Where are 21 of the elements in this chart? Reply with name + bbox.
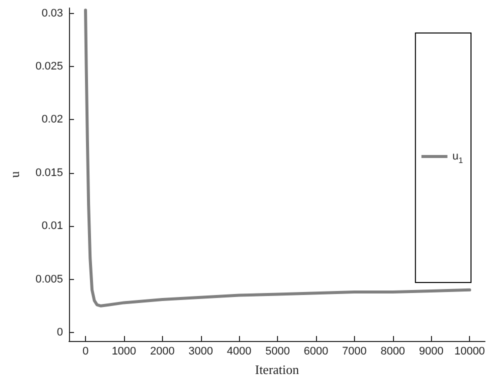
x-tick-label: 0 xyxy=(82,346,89,358)
y-tick-label: 0.01 xyxy=(42,220,63,232)
line-series xyxy=(84,8,472,308)
x-tick-label: 4000 xyxy=(226,346,252,358)
y-tick-label: 0.02 xyxy=(42,114,63,126)
x-tick-label: 2000 xyxy=(150,346,175,358)
x-tick-label: 1000 xyxy=(112,346,136,358)
y-tick-label: 0 xyxy=(56,326,63,338)
x-tick-label: 5000 xyxy=(265,346,290,358)
y-tick-label: 0.005 xyxy=(35,273,63,286)
y-tick-label: 0.03 xyxy=(42,7,63,20)
x-tick-label: 8000 xyxy=(380,346,406,358)
x-tick-label: 7000 xyxy=(342,346,367,358)
x-axis-title: Iteration xyxy=(254,362,300,377)
x-tick-label: 10000 xyxy=(454,346,485,358)
y-tick-label: 0.015 xyxy=(35,166,63,179)
y-tick-label: 0.025 xyxy=(35,60,63,73)
x-tick-label: 6000 xyxy=(304,346,328,358)
x-tick-label: 9000 xyxy=(418,346,444,358)
y-axis-title: u xyxy=(7,170,22,178)
x-tick-label: 3000 xyxy=(188,346,213,358)
